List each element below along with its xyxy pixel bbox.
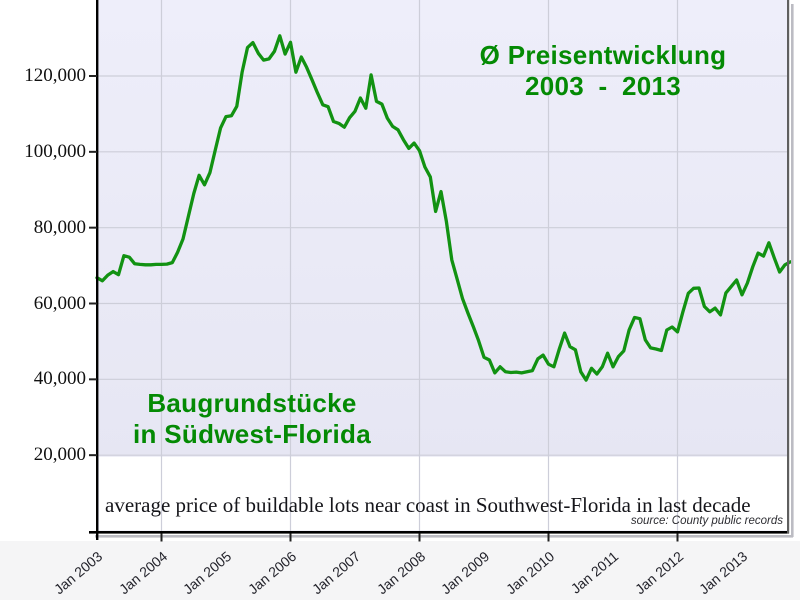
y-tick [89, 150, 97, 153]
y-axis-tick-label: 120,000 [24, 65, 86, 86]
y-tick [89, 454, 97, 457]
caption-band [99, 456, 788, 531]
plot-right-border [787, 0, 790, 534]
chart-caption: average price of buildable lots near coa… [105, 493, 751, 517]
x-tick [160, 533, 163, 542]
x-tick [547, 533, 550, 542]
series-label: Baugrundstücke in Südwest-Florida [92, 388, 412, 450]
axis-shadow-bottom [95, 535, 793, 538]
price-line [95, 34, 793, 382]
y-axis-tick-label: 100,000 [24, 140, 86, 162]
chart-title-line2: 2003 - 2013 [524, 71, 682, 101]
x-axis-line [89, 531, 789, 534]
source-note: source: County public records [630, 515, 783, 527]
chart-title-line1: Ø Preisentwicklung [479, 40, 727, 70]
y-axis-tick-label: 40,000 [33, 368, 86, 390]
plot-background [97, 0, 788, 531]
y-axis-tick-label: 60,000 [33, 292, 86, 314]
y-tick [89, 302, 97, 305]
y-axis-tick-label: 80,000 [33, 216, 86, 238]
x-tick [418, 533, 421, 542]
axis-margin-strip [0, 541, 800, 600]
y-tick [89, 378, 97, 381]
chart-title: Ø Preisentwicklung 2003 - 2013 [420, 40, 786, 102]
series-label-line2: in Südwest-Florida [133, 419, 371, 449]
y-axis-tick-label: 20,000 [33, 444, 86, 466]
y-tick [89, 75, 97, 77]
x-tick [676, 533, 679, 542]
x-tick [289, 533, 292, 542]
series-label-line1: Baugrundstücke [147, 388, 357, 418]
y-axis-line [96, 0, 99, 540]
y-tick [89, 226, 97, 229]
axis-shadow-right [791, 4, 794, 537]
